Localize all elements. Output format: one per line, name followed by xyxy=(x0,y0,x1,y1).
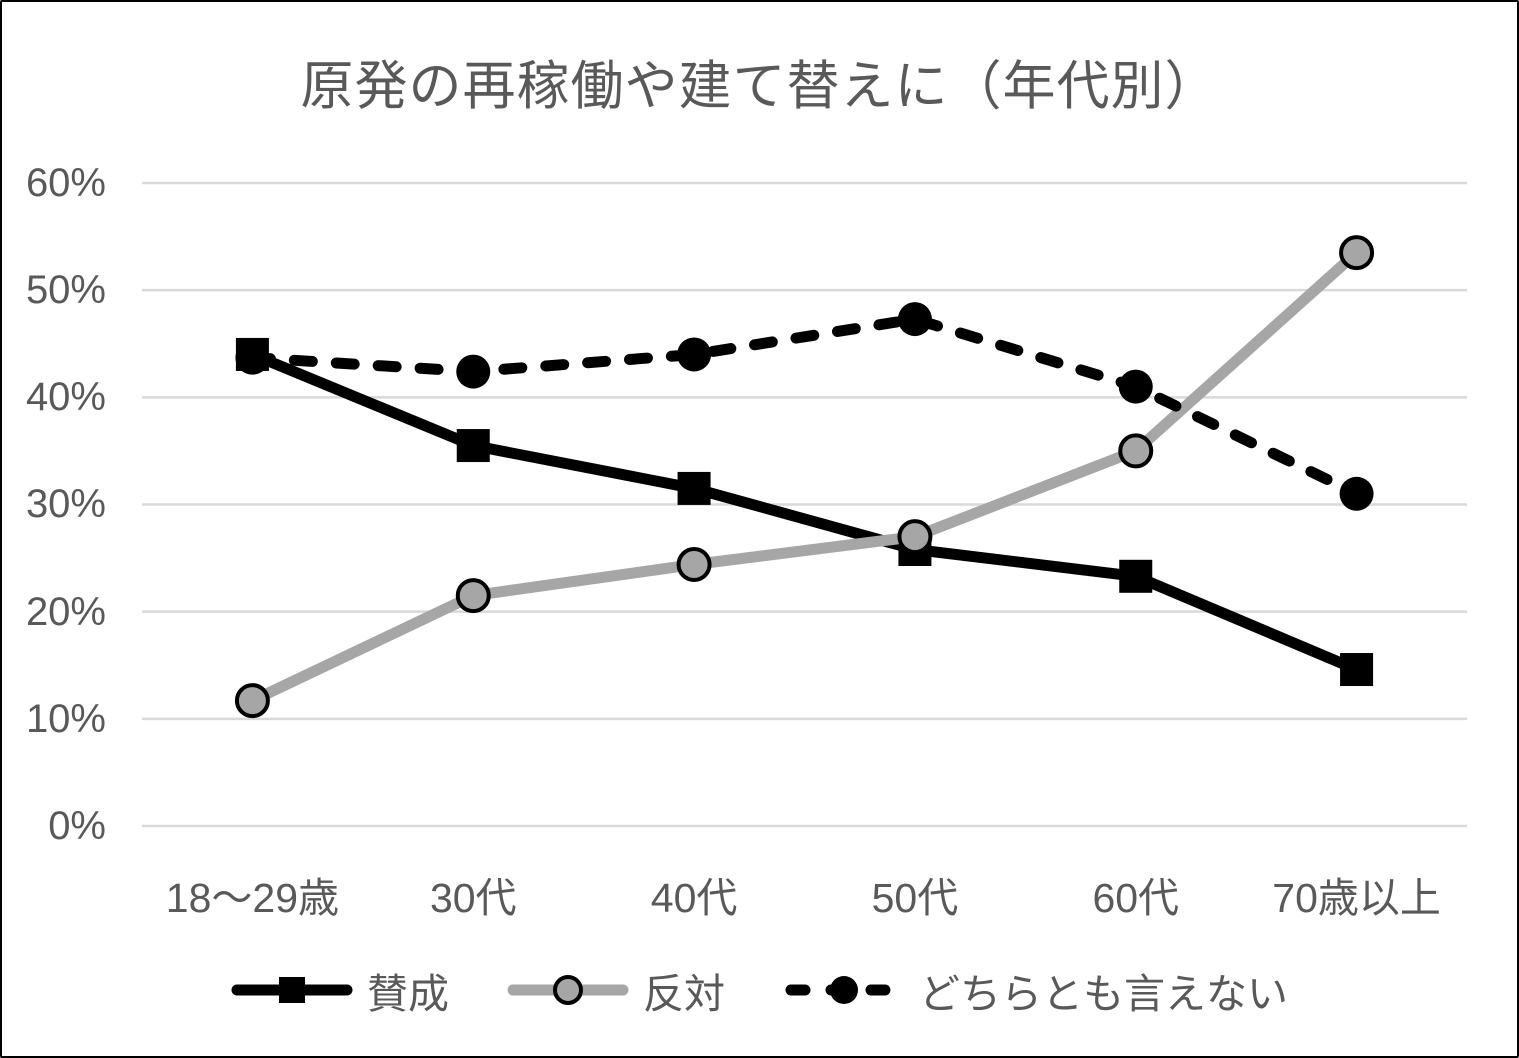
marker-2-0 xyxy=(235,340,270,375)
legend: 賛成 反対 どちらとも言えない xyxy=(2,958,1517,1022)
legend-label-dochira: どちらとも言えない xyxy=(919,971,1288,1017)
legend-item-hantai: 反対 xyxy=(507,960,725,1020)
y-tick-label: 30% xyxy=(25,482,106,527)
marker-1-2 xyxy=(676,547,712,583)
y-tick-label: 10% xyxy=(25,696,106,741)
x-category-label: 40代 xyxy=(650,875,738,921)
x-category-label: 18〜29歳 xyxy=(165,875,340,921)
y-tick-label: 0% xyxy=(48,804,106,848)
y-tick-label: 40% xyxy=(25,375,106,420)
marker-1-0 xyxy=(234,683,270,719)
x-category-label: 30代 xyxy=(429,875,517,921)
marker-0-5 xyxy=(1340,653,1374,687)
chart-title: 原発の再稼働や建て替えに（年代別） xyxy=(300,57,1219,116)
y-tick-label: 60% xyxy=(25,160,106,205)
marker-1-3 xyxy=(897,519,933,555)
series-line-2 xyxy=(246,313,1363,500)
marker-2-1 xyxy=(456,354,491,389)
marker-0-1 xyxy=(456,429,490,463)
series-line-0 xyxy=(246,348,1363,676)
x-category-label: 50代 xyxy=(871,875,959,921)
legend-item-sansei: 賛成 xyxy=(231,960,449,1020)
marker-0-4 xyxy=(1119,559,1153,593)
series-line-1 xyxy=(246,247,1363,707)
legend-swatch-solid-circle xyxy=(507,975,629,1005)
x-category-label: 60代 xyxy=(1092,875,1180,921)
marker-2-2 xyxy=(677,337,712,372)
marker-0-2 xyxy=(677,471,711,505)
marker-2-5 xyxy=(1339,476,1374,511)
y-tick-label: 20% xyxy=(25,589,106,634)
marker-2-4 xyxy=(1118,369,1153,404)
x-category-label: 70歳以上 xyxy=(1272,875,1441,921)
y-tick-label: 50% xyxy=(25,268,106,313)
legend-item-dochira: どちらとも言えない xyxy=(783,960,1288,1020)
marker-1-5 xyxy=(1339,235,1375,271)
marker-2-3 xyxy=(897,302,932,337)
marker-1-4 xyxy=(1118,433,1154,469)
legend-swatch-solid-square xyxy=(231,977,353,1003)
legend-label-hantai: 反対 xyxy=(643,971,725,1017)
legend-label-sansei: 賛成 xyxy=(367,971,449,1017)
legend-swatch-dashed-circle xyxy=(785,976,903,1004)
marker-1-1 xyxy=(455,578,491,614)
